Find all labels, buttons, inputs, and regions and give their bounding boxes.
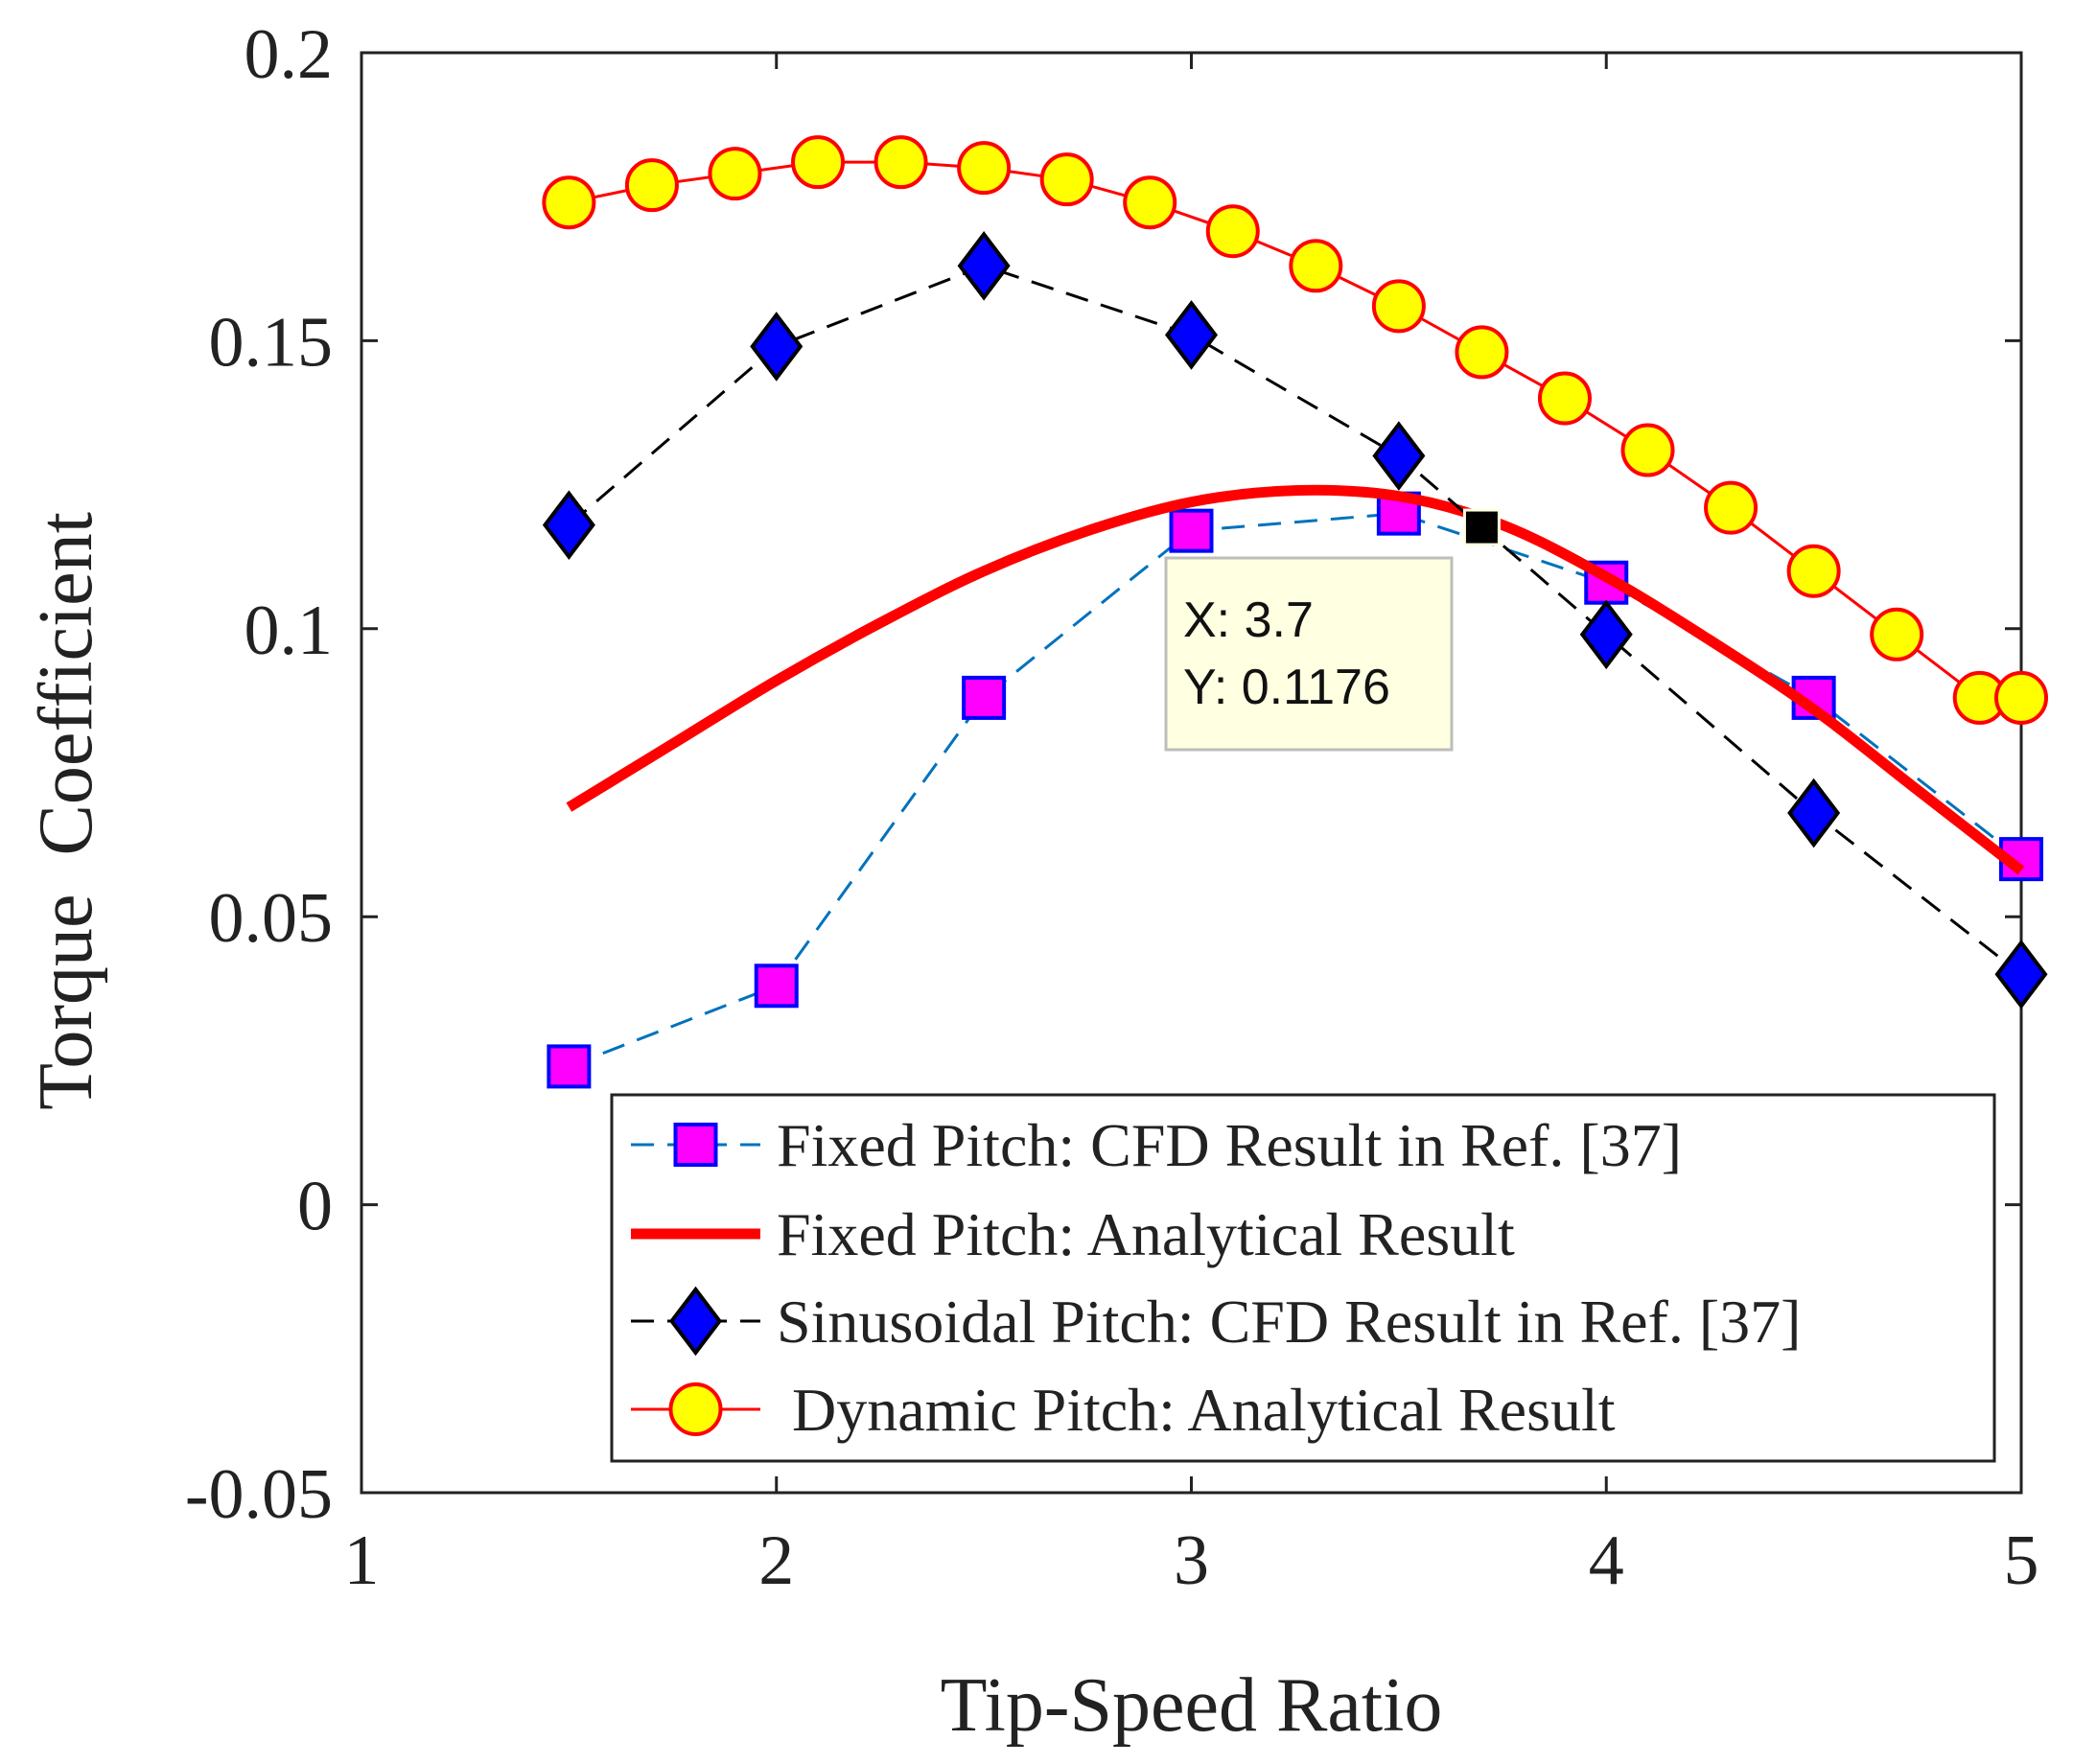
x-axis-title: Tip-Speed Ratio <box>941 1663 1443 1748</box>
legend-entry-3: Sinusoidal Pitch: CFD Result in Ref. [37… <box>631 1286 1801 1357</box>
data-point <box>1164 300 1219 370</box>
x-tick-label: 2 <box>758 1521 794 1600</box>
data-point <box>1289 239 1343 293</box>
legend: Fixed Pitch: CFD Result in Ref. [37] Fixe… <box>610 1093 1996 1463</box>
data-point <box>1870 607 1924 662</box>
series-2 <box>566 484 2025 875</box>
series-3 <box>542 230 2048 1010</box>
data-point <box>624 158 679 213</box>
data-point <box>542 490 595 560</box>
data-point <box>750 312 804 382</box>
series-line <box>566 484 2025 875</box>
plot-area-series <box>542 135 2048 1089</box>
y-tick-label: 0.1 <box>245 592 334 670</box>
y-tick-label: 0.2 <box>245 15 334 94</box>
y-tick-label: -0.05 <box>185 1455 333 1534</box>
data-point <box>542 175 596 230</box>
data-point <box>1994 939 2048 1010</box>
legend-box <box>610 1093 1996 1463</box>
datatip-group[interactable]: X: 3.7 Y: 0.1176 <box>1164 508 1501 752</box>
x-tick-label: 3 <box>1174 1521 1209 1600</box>
data-point <box>1372 421 1426 491</box>
y-tick-label: 0.05 <box>209 879 334 958</box>
legend-label: Fixed Pitch: CFD Result in Ref. [37] <box>777 1111 1682 1179</box>
data-point <box>1123 175 1177 230</box>
legend-marker <box>668 1286 723 1357</box>
legend-label: Sinusoidal Pitch: CFD Result in Ref. [37… <box>777 1288 1801 1356</box>
series-line <box>568 264 2022 976</box>
legend-marker <box>668 1382 723 1436</box>
axes: 1 2 3 4 5 -0.05 0 0.05 0.1 0.15 0.2 Tip-Speed Ratio… <box>24 15 2039 1748</box>
data-point <box>1579 599 1633 670</box>
legend-entry-4: Dynamic Pitch: Analytical Result <box>631 1376 1616 1444</box>
data-point <box>1039 152 1094 207</box>
data-point <box>1371 279 1426 334</box>
y-tick-label: 0 <box>297 1168 333 1246</box>
y-axis-title: Torque Coefficient <box>24 512 108 1110</box>
legend-label: Dynamic Pitch: Analytical Result <box>777 1376 1616 1444</box>
data-point <box>1704 480 1759 535</box>
data-point <box>1169 508 1214 553</box>
x-tick-label: 1 <box>344 1521 380 1600</box>
legend-entry-1: Fixed Pitch: CFD Result in Ref. [37] <box>631 1111 1682 1179</box>
data-point <box>1205 204 1260 259</box>
data-point <box>1620 423 1675 477</box>
data-point <box>791 135 846 190</box>
legend-label: Fixed Pitch: Analytical Result <box>777 1200 1515 1268</box>
data-point <box>957 141 1012 196</box>
datatip-box <box>1164 556 1454 752</box>
series-4 <box>542 135 2048 725</box>
legend-marker <box>673 1123 718 1167</box>
data-point <box>547 1044 592 1089</box>
datatip-y-text: Y: 0.1176 <box>1183 660 1390 715</box>
data-point <box>1786 544 1841 598</box>
legend-entry-2: Fixed Pitch: Analytical Result <box>631 1200 1515 1268</box>
x-tick-label: 5 <box>2004 1521 2039 1600</box>
data-point <box>873 135 928 190</box>
datatip-x-text: X: 3.7 <box>1183 592 1314 648</box>
data-point <box>1994 670 2048 725</box>
data-point <box>957 230 1011 301</box>
data-point <box>1455 325 1509 380</box>
data-point <box>1787 778 1841 848</box>
data-point <box>962 675 1007 720</box>
data-point <box>754 963 799 1009</box>
data-point <box>708 147 762 201</box>
y-tick-label: 0.15 <box>209 303 334 382</box>
data-point <box>1537 371 1592 426</box>
series-line <box>568 512 2022 1068</box>
datatip-marker[interactable] <box>1462 508 1501 546</box>
x-tick-label: 4 <box>1589 1521 1624 1600</box>
